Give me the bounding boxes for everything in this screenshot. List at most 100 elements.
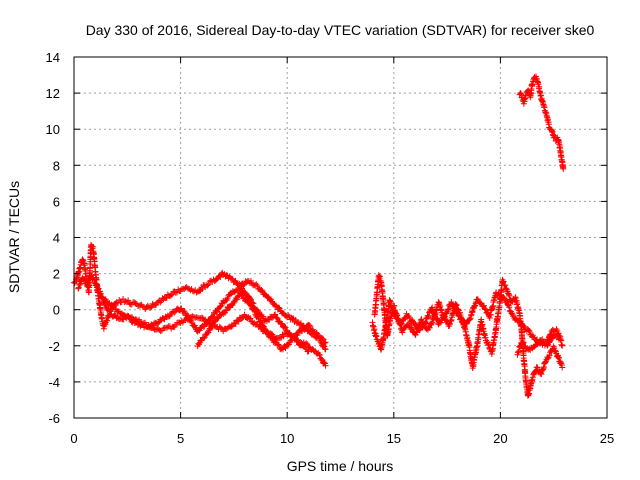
data-point <box>114 299 121 306</box>
data-point <box>238 291 245 298</box>
data-point <box>213 309 220 316</box>
data-point <box>223 307 230 314</box>
y-tick-label: -6 <box>48 411 60 426</box>
data-point <box>477 300 484 307</box>
data-point <box>278 320 285 327</box>
data-point <box>282 324 289 331</box>
data-point <box>457 315 464 322</box>
data-point <box>223 272 230 279</box>
data-point <box>266 316 273 323</box>
data-point <box>405 312 412 319</box>
data-point <box>306 322 313 329</box>
data-point <box>241 288 248 295</box>
data-point <box>497 291 504 298</box>
data-point <box>204 282 211 289</box>
data-point <box>466 316 473 323</box>
data-point <box>233 296 240 303</box>
data-point <box>482 306 489 313</box>
data-point <box>235 318 242 325</box>
data-point <box>251 307 258 314</box>
data-point <box>247 277 254 284</box>
data-point <box>111 303 118 310</box>
data-point <box>441 314 448 321</box>
data-point <box>552 347 559 354</box>
data-point <box>125 297 132 304</box>
data-point <box>294 332 301 339</box>
data-point <box>560 165 567 172</box>
data-point <box>275 304 282 311</box>
data-point <box>288 337 295 344</box>
data-point <box>317 337 324 344</box>
data-point <box>454 308 461 315</box>
data-point <box>526 327 533 334</box>
data-point <box>484 339 491 346</box>
data-point <box>534 364 541 371</box>
data-point <box>408 325 415 332</box>
data-point <box>546 352 553 359</box>
data-point <box>406 314 413 321</box>
data-point <box>397 321 404 328</box>
data-point <box>224 295 231 302</box>
data-point <box>509 310 516 317</box>
data-point <box>209 314 216 321</box>
data-point <box>398 320 405 327</box>
data-point <box>256 318 263 325</box>
data-point <box>258 319 265 326</box>
data-point <box>444 306 451 313</box>
y-tick-label: 0 <box>53 303 60 318</box>
data-point <box>257 317 264 324</box>
data-point <box>185 313 192 320</box>
data-point <box>518 90 525 97</box>
data-point <box>520 339 527 346</box>
data-point <box>320 342 327 349</box>
data-point <box>274 315 281 322</box>
x-tick-label: 20 <box>493 431 507 446</box>
data-point <box>480 302 487 309</box>
data-series <box>71 73 567 399</box>
data-point <box>89 275 96 282</box>
y-tick-label: 6 <box>53 194 60 209</box>
data-point <box>191 323 198 330</box>
data-point <box>228 323 235 330</box>
data-point <box>195 340 202 347</box>
data-point <box>84 280 91 287</box>
data-point <box>88 243 95 250</box>
x-tick-label: 0 <box>70 431 77 446</box>
data-point <box>145 324 152 331</box>
data-point <box>207 326 214 333</box>
data-point <box>428 320 435 327</box>
data-point <box>450 302 457 309</box>
x-tick-label: 10 <box>280 431 294 446</box>
data-point <box>251 308 258 315</box>
data-point <box>300 342 307 349</box>
data-point <box>322 362 329 369</box>
data-point <box>559 342 566 349</box>
data-point <box>455 312 462 319</box>
data-point <box>305 348 312 355</box>
data-point <box>239 285 246 292</box>
data-point <box>223 297 230 304</box>
x-tick-label: 15 <box>387 431 401 446</box>
data-point <box>425 314 432 321</box>
data-point <box>482 334 489 341</box>
data-point <box>247 295 254 302</box>
data-point <box>247 302 254 309</box>
y-axis-label: SDTVAR / TECUs <box>6 181 22 293</box>
data-point <box>272 311 279 318</box>
data-point <box>428 319 435 326</box>
data-point <box>419 324 426 331</box>
data-point <box>247 301 254 308</box>
y-tick-label: 14 <box>46 50 60 65</box>
data-point <box>500 294 507 301</box>
data-point <box>269 334 276 341</box>
data-point <box>168 292 175 299</box>
data-point <box>232 320 239 327</box>
data-point <box>542 359 549 366</box>
data-point <box>481 305 488 312</box>
y-tick-label: 10 <box>46 122 60 137</box>
data-point <box>147 304 154 311</box>
data-point <box>506 304 513 311</box>
data-point <box>519 338 526 345</box>
y-tick-label: 8 <box>53 158 60 173</box>
